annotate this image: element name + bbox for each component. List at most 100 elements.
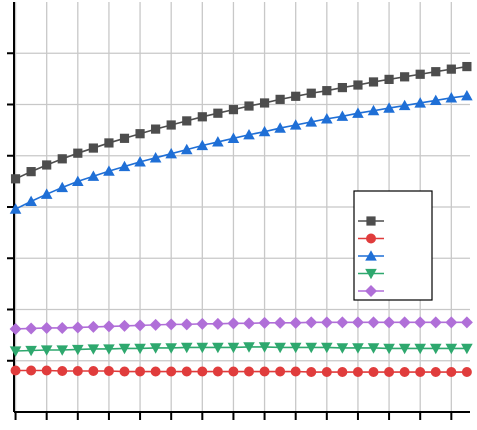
data-point-circle (26, 365, 37, 376)
legend-entry-diamond (358, 285, 384, 297)
data-point-triangle-up (398, 99, 411, 111)
series-square (10, 61, 472, 184)
data-point-diamond (71, 321, 84, 334)
data-point-triangle-up (103, 165, 115, 176)
legend-entry-triangle-down (358, 268, 384, 280)
legend-entry-circle (358, 233, 384, 244)
data-point-diamond (305, 316, 318, 329)
data-point-triangle-down (134, 343, 146, 355)
legend-marker-circle (366, 233, 376, 244)
data-point-diamond (180, 318, 193, 331)
data-point-diamond (134, 319, 147, 332)
data-point-triangle-up (212, 136, 224, 147)
legend-marker-square (366, 216, 376, 226)
data-point-square (431, 67, 441, 77)
data-point-diamond (351, 316, 364, 329)
data-point-circle (119, 366, 130, 377)
data-point-square (228, 105, 239, 115)
data-point-circle (244, 366, 255, 377)
data-point-square (462, 61, 472, 72)
data-point-triangle-down (180, 342, 193, 354)
data-point-circle (41, 365, 52, 376)
data-point-square (259, 98, 270, 108)
series-line-circle (15, 369, 467, 373)
data-point-circle (197, 366, 208, 377)
series-diamond (9, 316, 473, 335)
data-point-square (26, 167, 36, 177)
data-point-diamond (274, 316, 287, 329)
data-point-triangle-down (367, 343, 380, 354)
data-point-circle (212, 366, 223, 377)
data-point-triangle-down (87, 344, 100, 355)
data-point-circle (446, 367, 457, 378)
data-point-circle (337, 367, 348, 378)
data-point-square (73, 148, 83, 158)
data-point-triangle-down (289, 342, 302, 354)
data-point-diamond (9, 322, 22, 335)
legend-entry-triangle-up (358, 250, 384, 261)
data-point-diamond (211, 317, 224, 330)
data-point-circle (461, 367, 472, 378)
data-point-circle (399, 367, 410, 378)
data-point-diamond (243, 317, 256, 330)
data-point-triangle-up (9, 203, 22, 214)
data-point-diamond (227, 317, 240, 330)
legend-marker-triangle-up (365, 250, 377, 261)
data-point-diamond (460, 316, 473, 329)
series-circle (10, 365, 472, 378)
data-point-triangle-up (305, 116, 318, 127)
data-point-triangle-down (40, 345, 53, 356)
data-point-diamond (40, 321, 53, 334)
data-point-triangle-down (212, 342, 224, 354)
data-point-triangle-up (383, 102, 395, 113)
series-group (9, 61, 473, 378)
data-point-diamond (320, 316, 333, 329)
data-point-circle (135, 366, 146, 377)
data-point-triangle-up (87, 170, 100, 181)
data-point-triangle-up (367, 104, 380, 116)
data-point-circle (290, 366, 301, 377)
data-point-circle (57, 366, 68, 376)
data-point-square (197, 112, 207, 122)
data-point-square (182, 116, 192, 126)
data-point-square (213, 108, 223, 118)
data-point-square (400, 72, 410, 82)
data-point-triangle-down (414, 343, 426, 355)
data-point-triangle-down (258, 342, 271, 353)
data-point-triangle-up (149, 152, 162, 163)
data-point-triangle-down (149, 343, 162, 354)
data-point-circle (430, 367, 441, 378)
data-point-diamond (336, 316, 349, 329)
data-point-circle (384, 367, 395, 378)
data-point-circle (321, 367, 332, 378)
data-point-circle (259, 366, 270, 377)
data-point-triangle-up (414, 97, 426, 108)
data-point-square (415, 69, 425, 79)
data-point-square (337, 82, 347, 93)
data-point-triangle-down (103, 344, 115, 355)
data-point-circle (166, 366, 177, 377)
data-point-diamond (429, 316, 442, 329)
data-point-square (166, 120, 176, 130)
data-point-diamond (383, 316, 396, 329)
data-point-triangle-up (429, 94, 442, 106)
data-point-triangle-up (243, 128, 255, 140)
data-point-triangle-up (25, 195, 37, 207)
data-point-triangle-down (305, 342, 318, 354)
data-point-diamond (414, 316, 427, 329)
series-line-square (15, 65, 468, 180)
data-point-triangle-up (134, 156, 146, 167)
legend (353, 190, 433, 301)
data-point-diamond (289, 316, 302, 329)
data-point-triangle-up (118, 160, 131, 172)
data-point-triangle-down (383, 343, 395, 355)
data-point-triangle-up (56, 181, 69, 193)
data-point-circle (72, 366, 83, 376)
legend-marker-triangle-down (365, 268, 377, 280)
data-point-triangle-down (196, 342, 209, 354)
data-point-triangle-down (445, 343, 458, 355)
data-point-triangle-up (72, 175, 84, 187)
data-point-diamond (398, 316, 411, 329)
data-point-triangle-down (56, 345, 69, 356)
